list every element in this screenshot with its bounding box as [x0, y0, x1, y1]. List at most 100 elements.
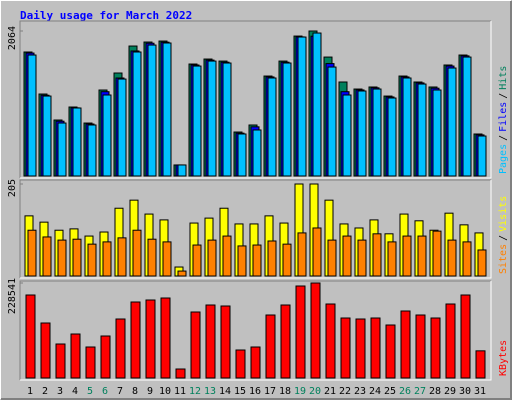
- x-tick-label: 24: [369, 386, 381, 397]
- x-tick-label: 10: [159, 386, 171, 397]
- bar: [280, 304, 291, 379]
- bar: [192, 244, 202, 277]
- bar: [312, 32, 322, 177]
- bar: [132, 51, 142, 177]
- bar: [70, 333, 81, 379]
- x-tick-label: 22: [339, 386, 351, 397]
- legend-entry: Pages: [498, 144, 509, 174]
- bar: [462, 56, 472, 177]
- x-tick-label: 8: [132, 386, 138, 397]
- x-tick-label: 4: [72, 386, 78, 397]
- x-tick-label: 17: [264, 386, 276, 397]
- bar: [432, 230, 442, 277]
- x-tick-label: 6: [102, 386, 108, 397]
- bar: [72, 107, 82, 177]
- x-tick-label: 3: [57, 386, 63, 397]
- panel-bevel: [20, 180, 492, 279]
- bar: [132, 229, 142, 277]
- x-tick-label: 28: [429, 386, 441, 397]
- bar: [460, 294, 471, 379]
- bar: [162, 241, 172, 277]
- bar: [102, 94, 112, 177]
- x-tick-label: 21: [324, 386, 336, 397]
- bar: [400, 310, 411, 379]
- bar: [42, 95, 52, 177]
- x-tick-label: 30: [459, 386, 471, 397]
- bar: [57, 239, 67, 277]
- bar: [355, 318, 366, 379]
- bar: [282, 62, 292, 177]
- legend-separator: /: [498, 235, 509, 241]
- bar: [25, 294, 36, 379]
- bar: [175, 368, 186, 379]
- bar: [162, 42, 172, 177]
- legend: Pages / Files / Hits: [498, 66, 509, 174]
- bar: [267, 77, 277, 177]
- bar: [327, 239, 337, 277]
- bar: [192, 65, 202, 177]
- bar: [267, 240, 277, 277]
- bar: [87, 124, 97, 177]
- x-tick-label: 23: [354, 386, 366, 397]
- bar: [222, 62, 232, 177]
- y-tick-label: 2064: [7, 26, 18, 50]
- y-tick-label: 228541: [7, 278, 18, 314]
- legend-entry: Files: [498, 102, 509, 132]
- x-tick-label: 13: [204, 386, 216, 397]
- bar: [282, 243, 292, 277]
- x-tick-label: 2: [42, 386, 48, 397]
- legend: Sites / Visits: [498, 196, 509, 274]
- bar: [417, 83, 427, 177]
- bar: [475, 350, 486, 379]
- bar: [387, 241, 397, 277]
- x-tick-label: 12: [189, 386, 201, 397]
- bar: [27, 229, 37, 277]
- bar: [252, 244, 262, 277]
- x-tick-label: 16: [249, 386, 261, 397]
- bar: [325, 303, 336, 379]
- bar: [102, 241, 112, 277]
- bar: [312, 227, 322, 277]
- bar: [430, 317, 441, 379]
- bar: [177, 164, 187, 177]
- bar: [57, 122, 67, 177]
- x-tick-label: 14: [219, 386, 231, 397]
- x-tick-label: 15: [234, 386, 246, 397]
- y-tick-label: 205: [7, 179, 18, 197]
- panel-bevel: [19, 179, 491, 278]
- bar: [370, 317, 381, 379]
- bar: [357, 239, 367, 277]
- x-tick-label: 18: [279, 386, 291, 397]
- bar: [42, 236, 52, 277]
- chart-title: Daily usage for March 2022: [20, 9, 192, 22]
- bar: [297, 232, 307, 277]
- bar: [235, 349, 246, 379]
- bar: [297, 36, 307, 177]
- legend: KBytes: [498, 340, 509, 376]
- bar: [40, 322, 51, 379]
- x-tick-label: 19: [294, 386, 306, 397]
- panel-bevel: [19, 280, 491, 380]
- bar: [447, 67, 457, 177]
- bar: [147, 238, 157, 277]
- bar: [447, 239, 457, 277]
- bar: [222, 235, 232, 277]
- bar: [327, 66, 337, 177]
- bar: [432, 89, 442, 177]
- legend-separator: /: [498, 93, 509, 99]
- bar: [477, 249, 487, 277]
- bar: [237, 245, 247, 277]
- bar: [237, 133, 247, 177]
- bar: [207, 60, 217, 177]
- bar: [250, 346, 261, 379]
- bar: [220, 305, 231, 379]
- panel-bevel: [20, 281, 492, 381]
- legend-entry: KBytes: [498, 340, 509, 376]
- bar: [205, 304, 216, 379]
- bar: [477, 135, 487, 177]
- x-tick-label: 11: [174, 386, 186, 397]
- legend-separator: /: [498, 135, 509, 141]
- bar: [207, 239, 217, 277]
- bar: [115, 318, 126, 379]
